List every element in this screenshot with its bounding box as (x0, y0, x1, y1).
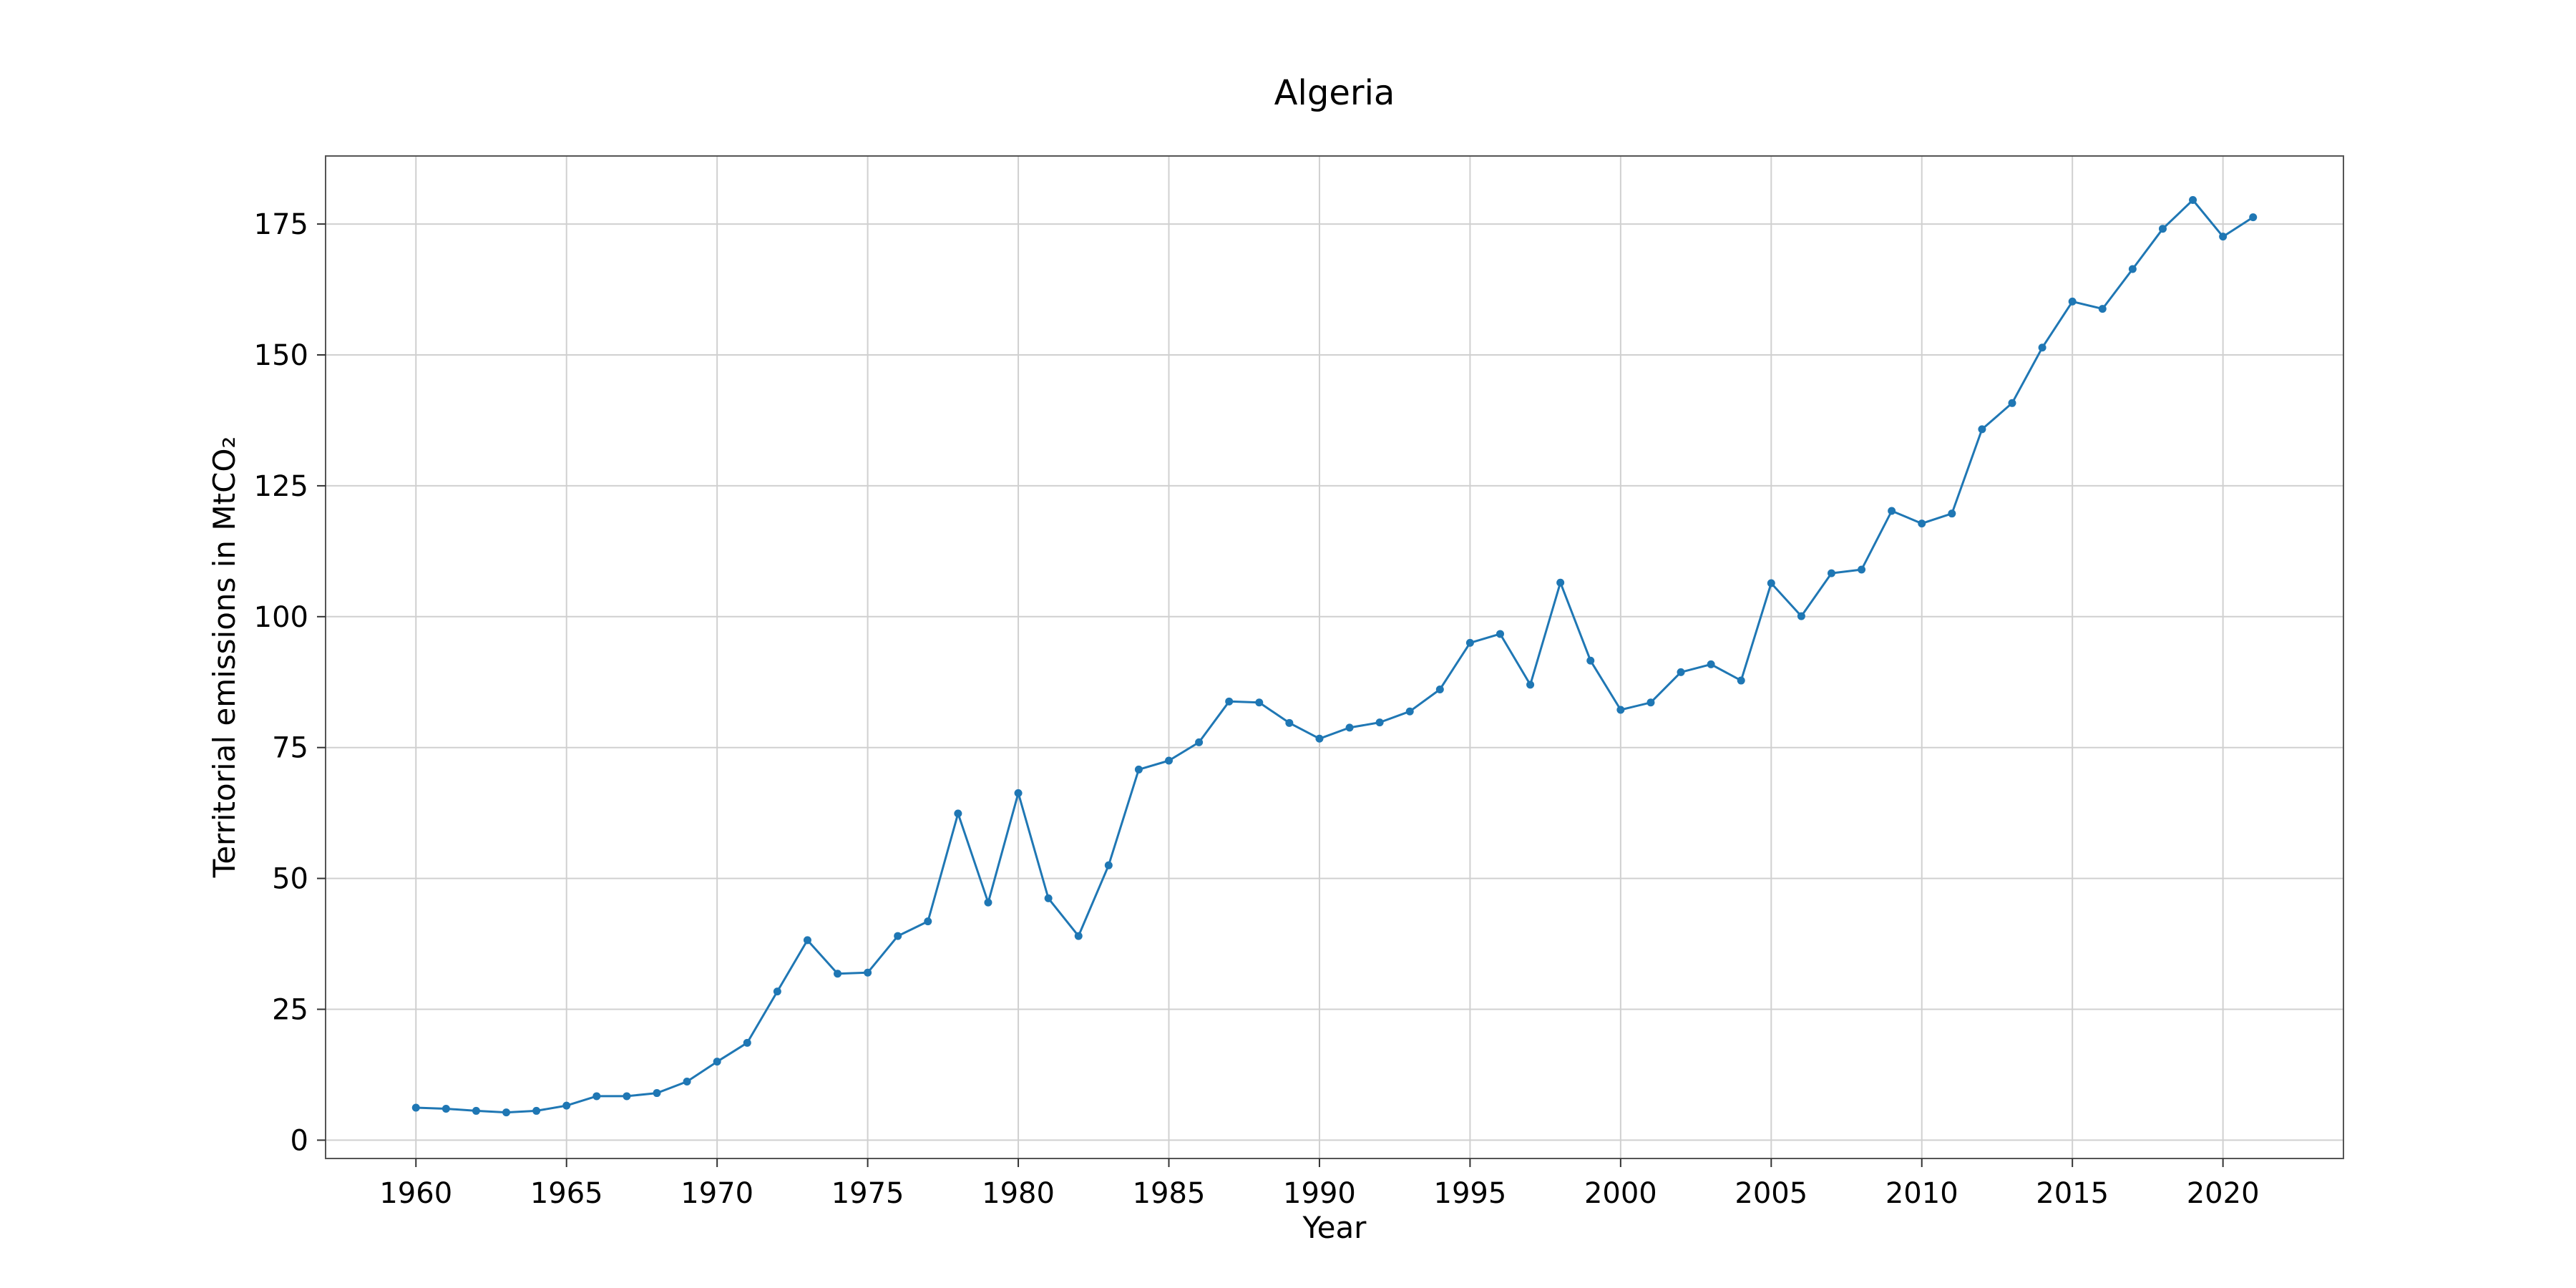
data-point (1918, 519, 1926, 528)
data-point (924, 917, 932, 926)
x-tick-label: 1975 (831, 1177, 904, 1210)
chart-title: Algeria (1274, 73, 1395, 113)
data-point (803, 936, 811, 945)
data-point (1435, 685, 1444, 693)
data-point (1195, 738, 1204, 746)
data-point (773, 987, 781, 996)
data-point (1948, 509, 1956, 518)
data-point (743, 1038, 751, 1047)
data-point (1104, 861, 1113, 869)
x-tick-label: 1965 (530, 1177, 603, 1210)
y-tick-label: 125 (254, 470, 308, 503)
y-tick-label: 150 (254, 339, 308, 372)
data-point (562, 1101, 571, 1110)
data-point (864, 968, 872, 977)
tick-layer: 1960 1965 1970 1975 1980 1985 1990 1995 2000 2005… (254, 208, 2260, 1210)
data-point (2249, 213, 2258, 222)
y-tick-label: 25 (272, 993, 308, 1026)
data-point (1465, 638, 1474, 647)
data-point (1165, 756, 1174, 765)
data-point (1978, 425, 1986, 434)
data-point (1526, 680, 1535, 689)
data-point (1827, 569, 1835, 577)
data-point (502, 1108, 511, 1117)
data-point (1616, 706, 1625, 714)
data-point (1405, 707, 1414, 716)
x-tick-label: 2000 (1584, 1177, 1657, 1210)
x-tick-label: 1995 (1434, 1177, 1507, 1210)
y-tick-label: 175 (254, 208, 308, 241)
data-point (1707, 660, 1715, 668)
data-point (1375, 718, 1384, 727)
x-tick-label: 1985 (1133, 1177, 1206, 1210)
data-point (592, 1092, 601, 1101)
data-point (1737, 676, 1745, 685)
data-point (1315, 734, 1324, 743)
x-tick-label: 2020 (2187, 1177, 2260, 1210)
data-point (1797, 612, 1805, 620)
data-point (472, 1106, 480, 1115)
x-tick-label: 2005 (1735, 1177, 1807, 1210)
data-point (894, 932, 902, 940)
data-point (1888, 507, 1896, 515)
data-point (1285, 718, 1294, 727)
data-point (653, 1089, 661, 1098)
data-point (2128, 265, 2137, 273)
x-tick-label: 1980 (982, 1177, 1055, 1210)
data-point (1586, 656, 1595, 665)
data-point (2189, 195, 2197, 204)
data-point (713, 1058, 721, 1066)
y-tick-label: 50 (272, 863, 308, 896)
data-point (623, 1092, 631, 1101)
series-line (416, 199, 2254, 1114)
data-point (1255, 698, 1264, 707)
series-layer (411, 195, 2258, 1117)
data-point (1044, 894, 1053, 902)
data-point (411, 1103, 420, 1112)
data-point (1556, 578, 1565, 587)
data-point (2158, 225, 2167, 233)
plot-frame (325, 155, 2344, 1159)
x-tick-label: 1960 (379, 1177, 452, 1210)
x-tick-label: 1970 (680, 1177, 753, 1210)
data-point (2219, 233, 2228, 241)
y-tick-label: 75 (272, 732, 308, 765)
data-point (1014, 789, 1023, 797)
x-axis-label: Year (1302, 1210, 1367, 1245)
data-point (1134, 765, 1143, 774)
y-axis-label: Territorial emissions in MtCO₂ (207, 436, 242, 879)
data-point (984, 898, 992, 907)
x-tick-label: 2015 (2036, 1177, 2109, 1210)
data-point (1345, 723, 1354, 732)
data-point (2068, 297, 2077, 306)
data-point (1646, 698, 1655, 707)
data-point (1496, 630, 1504, 638)
y-tick-label: 100 (254, 601, 308, 634)
data-point (1677, 668, 1685, 676)
data-point (441, 1104, 450, 1113)
y-tick-label: 0 (291, 1124, 308, 1157)
data-point (1767, 579, 1775, 587)
data-point (532, 1106, 541, 1115)
data-point (834, 970, 842, 978)
data-point (1074, 932, 1083, 940)
data-point (954, 809, 962, 818)
x-tick-label: 2010 (1885, 1177, 1958, 1210)
grid-layer (326, 156, 2343, 1158)
x-tick-label: 1990 (1283, 1177, 1356, 1210)
data-point (1858, 565, 1866, 574)
data-point (1225, 697, 1234, 706)
data-point (2038, 343, 2046, 352)
data-point (683, 1077, 691, 1085)
data-point (2098, 305, 2107, 313)
data-point (2008, 399, 2016, 407)
